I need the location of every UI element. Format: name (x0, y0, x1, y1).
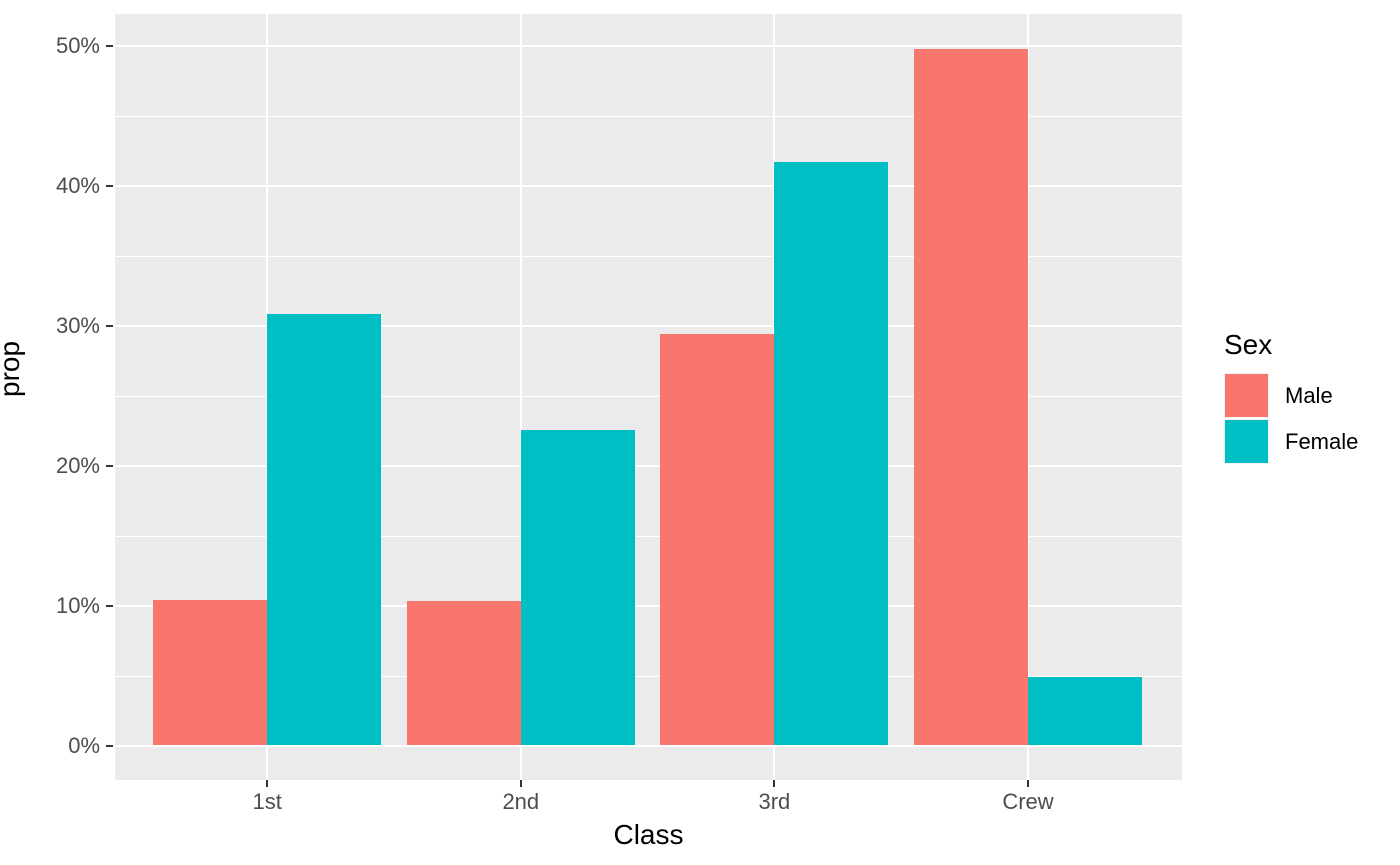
y-tick-mark (106, 324, 113, 327)
y-tick-mark (106, 604, 113, 607)
bar-female-crew (1028, 677, 1143, 746)
gridline-major (115, 464, 1182, 467)
legend-item-male: Male (1224, 373, 1358, 418)
gridline-major (115, 185, 1182, 188)
legend-item-female: Female (1224, 419, 1358, 464)
y-tick-mark (106, 464, 113, 467)
bar-male-3rd (660, 333, 775, 746)
x-tick-mark (1027, 780, 1029, 787)
y-tick-mark (106, 45, 113, 48)
y-tick-label: 20% (55, 452, 100, 478)
plot-panel (115, 14, 1182, 780)
gridline-major (115, 744, 1182, 747)
gridline-vertical (1027, 14, 1029, 780)
gridline-minor (115, 256, 1182, 258)
y-tick-label: 40% (55, 173, 100, 199)
gridline-minor (115, 395, 1182, 397)
y-tick-label: 50% (55, 33, 100, 59)
x-axis-title: Class (613, 819, 684, 850)
x-tick-mark (519, 780, 522, 787)
y-tick-label: 0% (68, 732, 100, 758)
gridline-major (115, 45, 1182, 48)
gridline-vertical (519, 14, 522, 780)
gridline-minor (115, 675, 1182, 677)
gridline-major (115, 604, 1182, 607)
y-axis-title: prop (0, 340, 25, 397)
x-tick-label: 2nd (502, 789, 540, 814)
legend-swatch-male (1224, 373, 1269, 418)
gridline-major (115, 324, 1182, 327)
y-tick-label: 10% (55, 592, 100, 618)
x-tick-label: 3rd (758, 789, 791, 814)
bar-female-3rd (774, 162, 889, 746)
legend-label-female: Female (1285, 428, 1359, 454)
bar-male-2nd (406, 600, 521, 746)
legend: Sex Male Female (1224, 330, 1358, 465)
bar-male-crew (913, 49, 1028, 746)
bar-female-1st (267, 314, 382, 746)
bar-female-2nd (520, 430, 635, 746)
x-tick-mark (773, 780, 776, 787)
x-tick-label: 1st (252, 789, 282, 814)
x-tick-mark (266, 780, 269, 787)
gridline-minor (115, 116, 1182, 118)
legend-title: Sex (1224, 329, 1273, 360)
bar-male-1st (153, 600, 268, 746)
x-tick-label: Crew (1002, 789, 1054, 814)
y-tick-label: 30% (55, 312, 100, 338)
y-tick-mark (106, 744, 113, 747)
gridline-minor (115, 535, 1182, 537)
legend-label-male: Male (1285, 382, 1333, 408)
y-tick-mark (106, 185, 113, 188)
legend-swatch-female (1224, 419, 1269, 464)
